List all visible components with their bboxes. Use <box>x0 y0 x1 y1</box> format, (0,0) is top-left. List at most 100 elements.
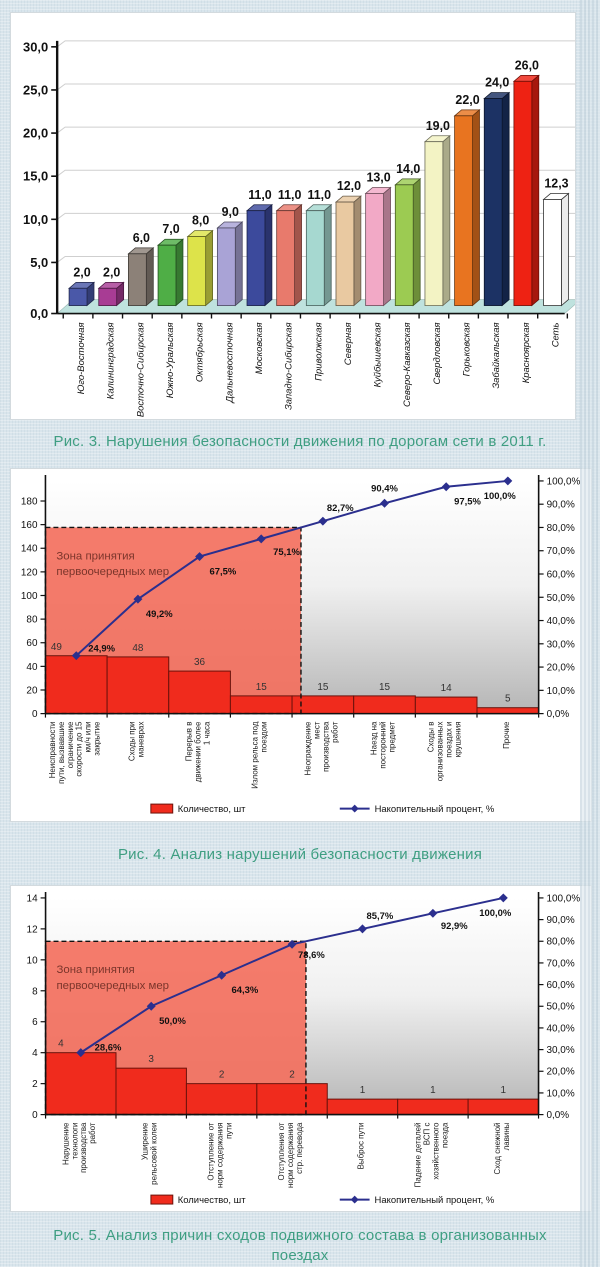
fig3-bar-12: 19,0 <box>423 119 451 307</box>
svg-fig5-right-tick: 70,0% <box>546 958 574 969</box>
svg-text:Южно-Уральская: Южно-Уральская <box>165 322 176 398</box>
svg-fig5-bar-5 <box>397 1098 469 1116</box>
svg-fig5-pct-label: 78,6% <box>298 950 325 961</box>
svg-fig5-marker-0 <box>76 1048 86 1058</box>
svg-fig5-pct-label: 92,9% <box>441 921 468 932</box>
fig3-3d-bar-chart: 0,0 5,0 10,0 15,0 20,0 25,0 30,0 2,0 2,0 6,0 7,0 8,… <box>23 39 575 417</box>
svg-fig5-pct-label: 50,0% <box>159 1016 186 1027</box>
svg-fig5-left-tick: 6 <box>32 1017 38 1028</box>
fig3-bar-15: 26,0 <box>512 58 540 307</box>
fig3-bar-value-label: 7,0 <box>162 222 179 236</box>
fig3-bar-value-label: 24,0 <box>485 76 509 90</box>
svg-fig4-right-tick: 90,0% <box>547 500 575 511</box>
fig3-x-label: Западно-Сибирская <box>284 322 295 410</box>
svg-fig5-left-tick: 10 <box>27 955 39 966</box>
svg-fig5-right-tick: 0,0% <box>546 1110 569 1121</box>
svg-fig5-right-tick: 100,0% <box>546 893 580 904</box>
svg-text:Излом рельса подпоездом: Излом рельса подпоездом <box>251 721 269 789</box>
svg-fig4-bar-3 <box>229 695 293 715</box>
svg-fig4-right-tick: 0,0% <box>547 709 570 720</box>
fig3-x-label: Калининградская <box>106 322 117 399</box>
fig5-pareto-chart: 4 3 2 2 1 1 1 Зона принятия первоочередных мер 0 2… <box>27 891 580 1206</box>
svg-fig5-left-tick: 12 <box>27 924 39 935</box>
fig3-x-label: Восточно-Сибирская <box>135 322 146 417</box>
svg-fig4-marker-2 <box>195 552 205 562</box>
fig3-bar-11: 14,0 <box>394 162 422 307</box>
svg-text:Отступления отнорм содержанияс: Отступления отнорм содержаниястр. перево… <box>277 1122 304 1188</box>
svg-fig4-bar-value: 15 <box>256 682 268 693</box>
svg-text:Отступление отнорм содержанияп: Отступление отнорм содержанияпути <box>207 1122 234 1188</box>
svg-fig5-legend-line-label: Накопительный процент, % <box>375 1195 495 1206</box>
fig3-gridline <box>56 126 575 134</box>
fig3-bar-value-label: 2,0 <box>73 265 90 279</box>
svg-fig4-bar-value: 49 <box>51 642 63 653</box>
svg-text:Северная: Северная <box>343 322 354 365</box>
fig3-bar-7: 11,0 <box>275 188 303 307</box>
svg-fig4-x-label: Прочие <box>502 721 511 749</box>
fig3-bar-value-label: 8,0 <box>192 214 209 228</box>
svg-text:Горьковская: Горьковская <box>462 322 473 376</box>
svg-fig5-x-label: Падение деталейВСП схозяйственногопоезда <box>413 1122 449 1187</box>
svg-fig4-bar-value: 15 <box>317 682 329 693</box>
svg-fig4-bar-value: 36 <box>194 657 206 668</box>
fig3-bar-3: 7,0 <box>156 222 185 307</box>
svg-fig4-x-label: Перерыв вдвижении более1 часа <box>185 721 212 782</box>
svg-text:Сеть: Сеть <box>550 322 561 347</box>
svg-fig4-marker-0 <box>71 651 81 661</box>
svg-text:Сход снежнойлавины: Сход снежнойлавины <box>493 1122 511 1174</box>
svg-text:Перерыв вдвижении более1 часа: Перерыв вдвижении более1 часа <box>185 721 212 782</box>
svg-fig4-left-tick: 40 <box>26 662 38 673</box>
svg-fig4-right-tick: 10,0% <box>547 686 575 697</box>
svg-fig5-bar-value: 2 <box>289 1070 295 1081</box>
svg-fig5-bar-3 <box>256 1083 328 1116</box>
svg-fig5-marker-4 <box>358 924 367 934</box>
svg-fig4-marker-3 <box>256 534 266 544</box>
svg-fig4-bar-0 <box>44 655 108 715</box>
svg-fig5-x-label: Отступления отнорм содержаниястр. перево… <box>277 1122 304 1188</box>
svg-fig4-cumulative-line <box>75 479 508 657</box>
svg-text:Сходы приманеврах: Сходы приманеврах <box>127 722 145 762</box>
svg-fig5-zone-label: Зона принятия первоочередных мер <box>57 964 170 992</box>
svg-fig4-x-label: Неисправностипути, вызвавшиеограничениес… <box>48 721 102 784</box>
svg-fig5-right-tick: 30,0% <box>546 1045 574 1056</box>
svg-text:Падение деталейВСП схозяйствен: Падение деталейВСП схозяйственногопоезда <box>413 1122 449 1187</box>
fig3-bar-14: 24,0 <box>483 76 511 307</box>
fig3-bar-value-label: 11,0 <box>248 188 272 202</box>
fig3-y-tick-label: 25,0 <box>23 82 48 97</box>
svg-fig4-left-tick: 100 <box>21 591 38 602</box>
fig3-x-label: Дальневосточная <box>224 322 235 403</box>
svg-fig4-marker-1 <box>133 594 143 604</box>
svg-fig4-left-tick: 60 <box>26 638 38 649</box>
svg-fig4-left-tick: 160 <box>21 520 38 531</box>
svg-fig4-pct-label: 100,0% <box>484 491 517 502</box>
fig3-bar-value-label: 2,0 <box>103 265 120 279</box>
fig3-bar-6: 11,0 <box>245 188 273 307</box>
fig3-bar-value-label: 9,0 <box>222 205 239 219</box>
fig3-x-label: Северная <box>343 322 354 365</box>
svg-fig4-right-tick: 30,0% <box>547 639 575 650</box>
fig3-bar-value-label: 22,0 <box>455 93 479 107</box>
fig3-bar-0: 2,0 <box>68 265 96 307</box>
fig3-y-tick-label: 10,0 <box>23 212 48 227</box>
fig3-y-tick-label: 0,0 <box>30 306 48 321</box>
svg-fig4-right-tick: 50,0% <box>547 593 575 604</box>
svg-text:Прочие: Прочие <box>502 721 511 749</box>
fig3-bar-8: 11,0 <box>305 188 333 307</box>
fig3-caption: Рис. 3. Нарушения безопасности движения … <box>53 433 547 450</box>
svg-fig5-right-tick: 20,0% <box>546 1067 574 1078</box>
svg-fig5-bar-value: 1 <box>501 1085 507 1096</box>
svg-fig4-pct-label: 97,5% <box>454 497 481 508</box>
svg-fig4-bar-2 <box>168 670 231 715</box>
svg-fig4-legend-line-label: Накопительный процент, % <box>375 804 495 815</box>
svg-fig4-x-label: Неограждениеместпроизводстваработ <box>303 721 339 775</box>
svg-text:Юго-Восточная: Юго-Восточная <box>76 322 87 394</box>
fig3-x-label: Горьковская <box>462 322 473 376</box>
svg-fig4-marker-4 <box>318 516 328 526</box>
fig4-chart-panel: 49 48 36 15 15 15 14 5 Зона принятия первоочередн… <box>10 468 592 822</box>
svg-fig5-pct-label: 28,6% <box>95 1043 122 1054</box>
svg-fig4-pct-label: 67,5% <box>210 566 237 577</box>
svg-fig4-bar-1 <box>106 656 170 715</box>
fig3-gridline <box>56 83 575 91</box>
svg-fig5-bar-2 <box>185 1083 258 1116</box>
